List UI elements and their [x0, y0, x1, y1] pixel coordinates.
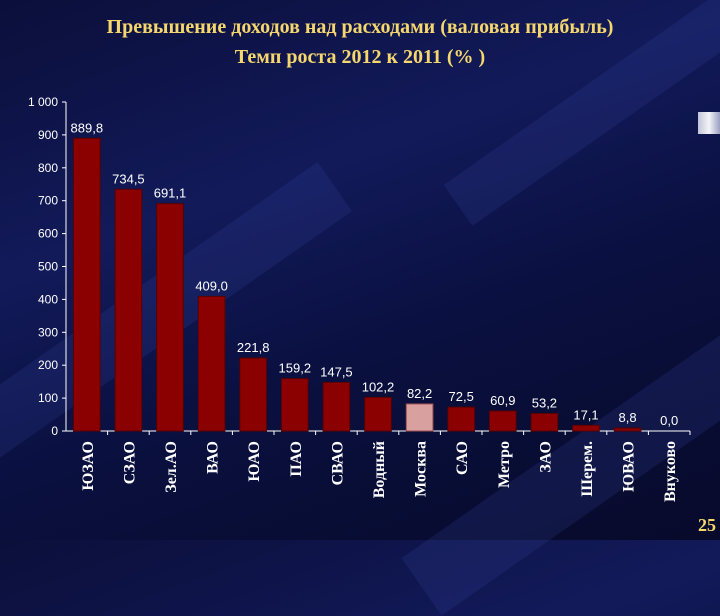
data-label: 8,8: [619, 410, 637, 425]
data-label: 72,5: [449, 389, 474, 404]
category-label: Водный: [371, 441, 388, 498]
data-label: 691,1: [154, 186, 187, 201]
category-label: ЮАО: [246, 441, 263, 482]
category-label: Внуково: [662, 441, 679, 502]
y-tick-label: 400: [38, 292, 58, 306]
data-label: 147,5: [320, 364, 353, 379]
bar: [197, 295, 226, 432]
data-label: 17,1: [573, 407, 598, 422]
category-label: Шерем.: [579, 441, 596, 497]
y-tick-label: 100: [38, 391, 58, 405]
bar: [364, 396, 392, 432]
category-label: СВАО: [329, 441, 346, 485]
y-tick-label: 600: [38, 227, 58, 241]
y-tick-label: 900: [38, 128, 58, 142]
data-label: 159,2: [279, 361, 312, 376]
data-label: 889,8: [71, 120, 104, 135]
bar-chart: 0 100 200 300 400 500 600 700 800 900 1 000 889,8 ЮЗ…: [28, 95, 679, 502]
chart-title: Превышение доходов над расходами (валова…: [106, 16, 614, 38]
category-label: СЗАО: [121, 441, 138, 484]
data-label: 53,2: [532, 395, 557, 410]
bar: [72, 137, 101, 432]
data-label: 221,8: [237, 340, 270, 355]
data-label: 734,5: [112, 171, 145, 186]
bar: [530, 412, 559, 432]
category-label: Москва: [413, 441, 430, 497]
y-tick-label: 200: [38, 358, 58, 372]
category-label: Зел.АО: [163, 441, 180, 493]
bar: [280, 378, 309, 432]
data-label: 409,0: [195, 278, 228, 293]
category-label: ЮВАО: [621, 441, 638, 492]
bar: [114, 188, 143, 432]
bar: [156, 203, 184, 432]
category-label: ПАО: [288, 441, 305, 477]
category-label: Метро: [496, 441, 513, 488]
y-tick-label: 300: [38, 325, 58, 339]
category-label: ЗАО: [537, 441, 554, 473]
bar: [613, 427, 642, 432]
data-label: 60,9: [490, 393, 515, 408]
page-number: 25: [698, 515, 716, 535]
bar: [239, 357, 268, 432]
bar: [322, 381, 351, 432]
bar: [405, 403, 434, 432]
category-label: ВАО: [205, 441, 222, 474]
bar: [572, 424, 600, 432]
category-label: ЮЗАО: [80, 441, 97, 491]
chart-subtitle: Темп роста 2012 к 2011 (% ): [234, 46, 486, 68]
y-tick-label: 0: [51, 424, 58, 438]
y-tick-label: 700: [38, 194, 58, 208]
bar: [447, 406, 476, 432]
data-label: 102,2: [362, 379, 395, 394]
data-label: 82,2: [407, 386, 432, 401]
y-tick-label: 1 000: [28, 95, 58, 109]
bar: [488, 410, 517, 432]
y-tick-label: 500: [38, 260, 58, 274]
category-label: САО: [454, 441, 471, 475]
y-tick-label: 800: [38, 161, 58, 175]
data-label: 0,0: [660, 413, 678, 428]
side-decor: [698, 112, 720, 134]
